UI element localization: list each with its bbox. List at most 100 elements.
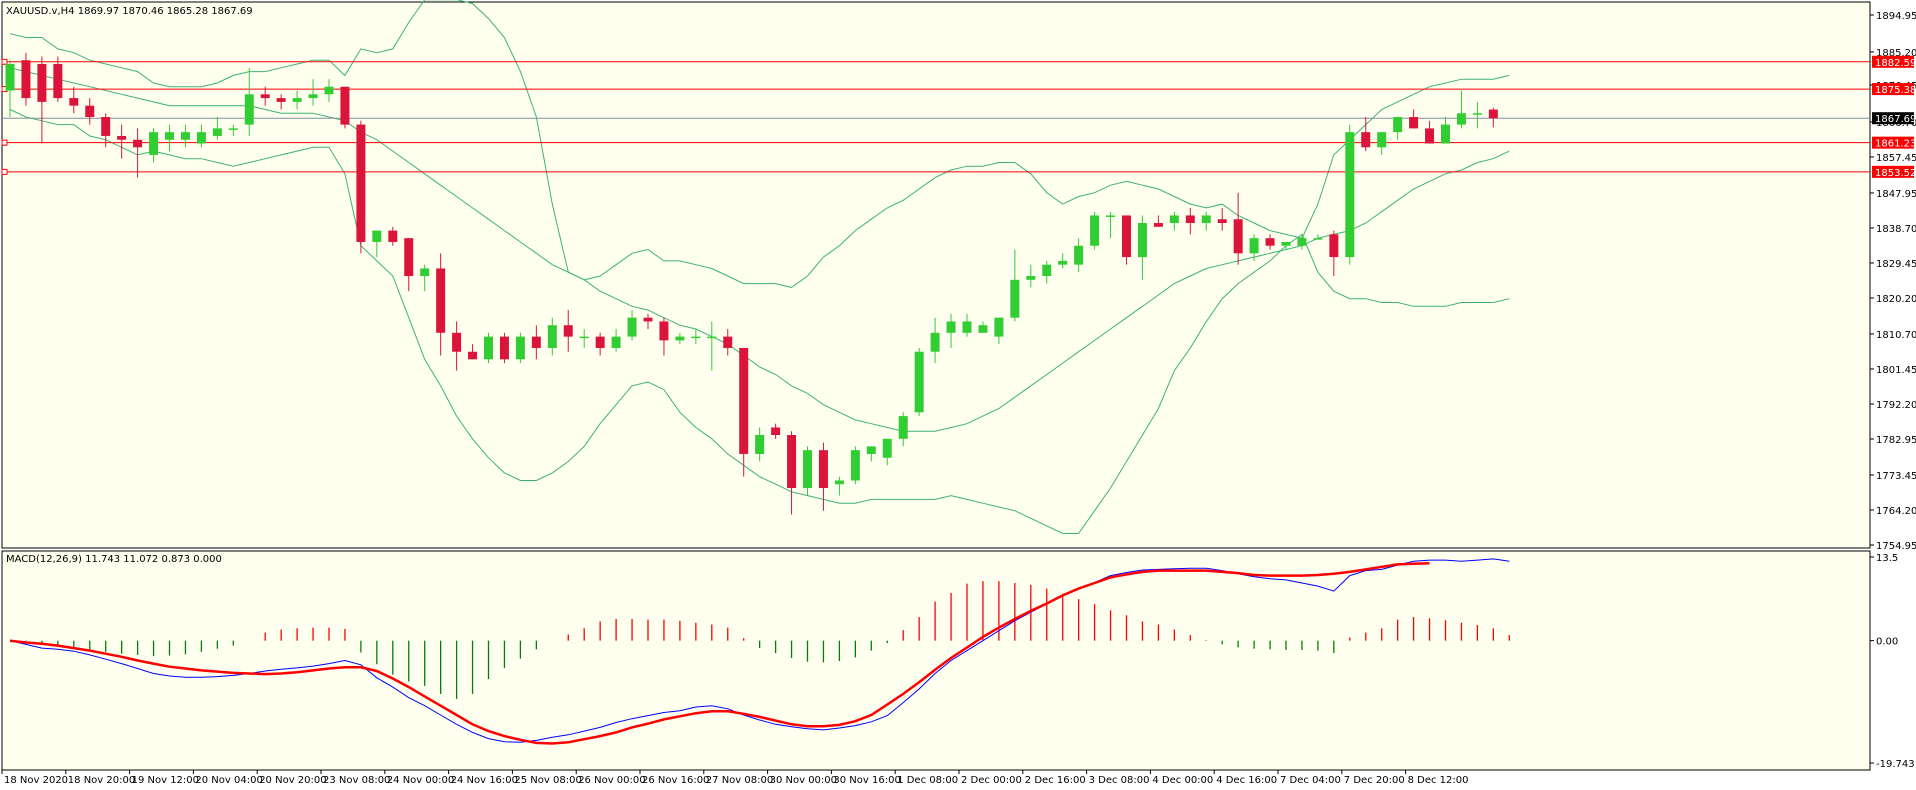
time-tick-label: 18 Nov 2020 [4, 775, 68, 786]
bearish-candle-body [1153, 223, 1163, 227]
bullish-candle-body [946, 321, 956, 333]
bearish-candle-body [723, 336, 733, 348]
bullish-candle-body [1137, 223, 1147, 258]
bearish-candle-body [643, 317, 653, 322]
bullish-candle-body [882, 438, 892, 458]
macd-tick-label: 13.5 [1876, 553, 1898, 564]
bullish-candle-body [212, 128, 222, 136]
time-tick-label: 7 Dec 04:00 [1280, 775, 1341, 786]
candlestick-series [5, 52, 1498, 515]
bullish-candle-body [707, 336, 717, 339]
bearish-candle-body [117, 135, 127, 140]
bullish-candle-body [292, 98, 302, 102]
price-level-anchor-0[interactable] [1, 58, 8, 65]
bullish-candle-body [611, 336, 621, 348]
macd-tick-label: 0.00 [1876, 637, 1898, 648]
bullish-candle-body [834, 480, 844, 485]
macd-lines [9, 558, 1510, 745]
time-tick-label: 26 Nov 16:00 [642, 775, 709, 786]
price-tick-label: 1773.45 [1876, 471, 1916, 482]
bullish-candle-body [1106, 215, 1116, 217]
bullish-candle-body [547, 325, 557, 348]
time-tick-label: 7 Dec 20:00 [1344, 775, 1405, 786]
bearish-candle-body [739, 347, 749, 454]
price-level-label-0: 1882.59 [1875, 58, 1916, 69]
time-tick-label: 25 Nov 08:00 [514, 775, 581, 786]
price-level-label-3: 1853.52 [1875, 168, 1916, 179]
bearish-candle-body [340, 86, 350, 125]
bearish-candle-body [468, 351, 478, 360]
bearish-candle-body [1488, 109, 1498, 119]
bearish-candle-body [595, 336, 605, 348]
price-level-label-3-bg [1872, 165, 1914, 178]
bullish-candle-body [866, 446, 876, 454]
price-tick-label: 1894.95 [1876, 11, 1916, 22]
macd-signal-line [9, 561, 1430, 745]
bearish-candle-body [771, 427, 781, 436]
time-tick-label: 18 Nov 20:00 [68, 775, 135, 786]
bollinger-lower-line [9, 109, 1510, 534]
time-tick-label: 26 Nov 00:00 [578, 775, 645, 786]
bearish-candle-body [133, 139, 143, 148]
time-tick-label: 24 Nov 16:00 [451, 775, 518, 786]
bullish-candle-body [1058, 260, 1068, 265]
bullish-candle-body [1472, 113, 1482, 115]
price-level-anchor-2[interactable] [1, 139, 8, 146]
bullish-candle-body [1345, 132, 1355, 258]
time-tick-label: 4 Dec 16:00 [1216, 775, 1277, 786]
bullish-candle-body [1090, 215, 1100, 246]
price-tick-label: 1754.95 [1876, 541, 1916, 552]
time-tick-label: 19 Nov 12:00 [132, 775, 199, 786]
bearish-candle-body [787, 435, 797, 489]
bearish-candle-body [1361, 132, 1371, 148]
time-tick-label: 27 Nov 08:00 [706, 775, 773, 786]
time-tick-label: 8 Dec 12:00 [1408, 775, 1469, 786]
bearish-candle-body [436, 268, 446, 333]
bollinger-middle-line [9, 67, 1510, 432]
bullish-candle-body [803, 450, 812, 489]
bearish-candle-body [499, 336, 509, 360]
bullish-candle-body [420, 268, 430, 277]
bullish-candle-body [1456, 113, 1466, 125]
bullish-candle-body [149, 132, 159, 155]
time-tick-label: 4 Dec 00:00 [1152, 775, 1213, 786]
bullish-candle-body [850, 450, 860, 481]
bullish-candle-body [196, 132, 206, 144]
time-tick-label: 2 Dec 00:00 [961, 775, 1022, 786]
bullish-candle-body [675, 336, 685, 341]
time-tick-label: 20 Nov 20:00 [259, 775, 326, 786]
bearish-candle-body [1185, 215, 1195, 224]
bullish-candle-body [165, 132, 174, 140]
time-tick-label: 24 Nov 00:00 [387, 775, 454, 786]
price-level-lines[interactable] [1, 58, 1870, 175]
current-price-flag-bg [1872, 112, 1914, 125]
bullish-candle-body [324, 86, 334, 95]
bearish-candle-body [1425, 128, 1435, 144]
bearish-candle-body [101, 117, 111, 136]
bearish-candle-body [818, 450, 828, 489]
bullish-candle-body [1281, 241, 1291, 246]
bollinger-bands [9, 0, 1510, 534]
bearish-candle-body [69, 98, 79, 106]
price-level-anchor-3[interactable] [1, 168, 8, 175]
time-tick-label: 1 Dec 08:00 [897, 775, 958, 786]
bearish-candle-body [1265, 238, 1275, 246]
price-panel-frame [1, 1, 1871, 549]
price-chart-title: XAUUSD.v,H4 1869.97 1870.46 1865.28 1867… [6, 6, 253, 17]
bullish-candle-body [1313, 238, 1323, 240]
price-tick-label: 1764.20 [1876, 506, 1916, 517]
bearish-candle-body [563, 325, 573, 337]
bullish-candle-body [755, 435, 765, 454]
bearish-candle-body [356, 124, 366, 242]
bearish-candle-body [260, 94, 270, 99]
bullish-candle-body [1297, 238, 1307, 246]
bearish-candle-body [452, 332, 462, 352]
bearish-candle-body [37, 64, 47, 102]
price-tick-label: 1820.20 [1876, 294, 1916, 305]
bullish-candle-body [484, 336, 493, 360]
price-tick-label: 1847.95 [1876, 189, 1916, 200]
time-tick-label: 20 Nov 04:00 [195, 775, 262, 786]
bullish-candle-body [1169, 215, 1179, 224]
